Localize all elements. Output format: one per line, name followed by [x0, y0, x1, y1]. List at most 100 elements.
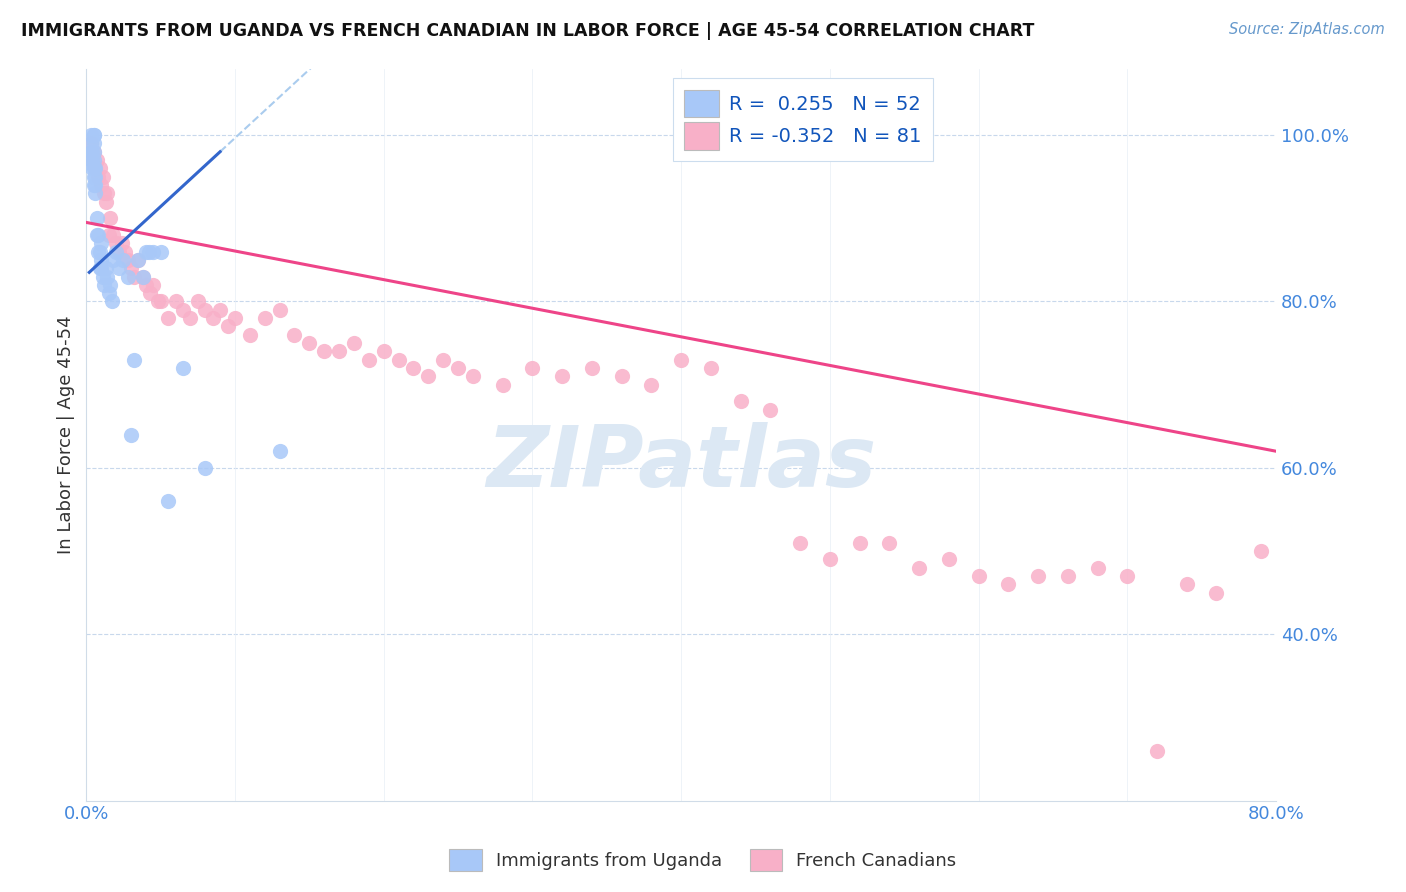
Point [149, 294, 172, 309]
Point [127, 252, 149, 267]
Point [120, 427, 142, 442]
Point [87, 169, 110, 184]
Point [522, 361, 544, 376]
Point [402, 361, 425, 376]
Point [87, 227, 110, 242]
Point [86, 211, 108, 226]
Point [83, 136, 105, 151]
Point [209, 302, 232, 317]
Point [343, 336, 366, 351]
Legend: R =  0.255   N = 52, R = -0.352   N = 81: R = 0.255 N = 52, R = -0.352 N = 81 [672, 78, 934, 161]
Point [879, 535, 901, 549]
Point [165, 294, 187, 309]
Point [581, 361, 603, 376]
Point [1250, 544, 1272, 558]
Point [86, 153, 108, 167]
Point [149, 244, 172, 259]
Point [96, 269, 118, 284]
Point [108, 244, 131, 259]
Point [492, 377, 515, 392]
Point [418, 369, 440, 384]
Point [157, 494, 180, 508]
Point [730, 394, 752, 409]
Point [105, 236, 128, 251]
Point [108, 261, 131, 276]
Point [610, 369, 633, 384]
Point [114, 244, 136, 259]
Legend: Immigrants from Uganda, French Canadians: Immigrants from Uganda, French Canadians [441, 842, 965, 879]
Point [139, 286, 162, 301]
Point [357, 352, 380, 367]
Point [138, 244, 160, 259]
Point [84, 178, 107, 192]
Point [328, 344, 350, 359]
Point [700, 361, 723, 376]
Point [135, 277, 157, 292]
Point [1056, 569, 1078, 583]
Point [93, 186, 115, 201]
Point [90, 178, 112, 192]
Point [90, 252, 112, 267]
Point [938, 552, 960, 566]
Point [789, 535, 811, 549]
Point [132, 269, 155, 284]
Point [157, 311, 180, 326]
Text: IMMIGRANTS FROM UGANDA VS FRENCH CANADIAN IN LABOR FORCE | AGE 45-54 CORRELATION: IMMIGRANTS FROM UGANDA VS FRENCH CANADIA… [21, 22, 1035, 40]
Point [908, 560, 931, 574]
Point [111, 236, 134, 251]
Point [82, 161, 104, 176]
Point [80, 153, 103, 167]
Point [239, 327, 262, 342]
Point [93, 277, 115, 292]
Point [142, 277, 165, 292]
Point [83, 145, 105, 159]
Point [117, 269, 139, 284]
Text: ZIPatlas: ZIPatlas [486, 422, 876, 506]
Point [1146, 744, 1168, 758]
Point [83, 169, 105, 184]
Point [117, 252, 139, 267]
Point [122, 352, 145, 367]
Point [848, 535, 870, 549]
Point [194, 302, 217, 317]
Point [101, 252, 124, 267]
Point [432, 352, 454, 367]
Point [669, 352, 692, 367]
Point [80, 136, 103, 151]
Point [217, 319, 239, 334]
Point [83, 178, 105, 192]
Point [194, 460, 217, 475]
Point [387, 352, 409, 367]
Point [112, 252, 135, 267]
Point [89, 261, 111, 276]
Point [146, 294, 169, 309]
Point [100, 294, 122, 309]
Point [997, 577, 1019, 591]
Point [80, 145, 103, 159]
Point [122, 269, 145, 284]
Point [91, 269, 114, 284]
Point [80, 136, 103, 151]
Point [105, 244, 128, 259]
Point [179, 311, 201, 326]
Point [314, 344, 336, 359]
Point [98, 211, 121, 226]
Point [83, 161, 105, 176]
Point [447, 361, 470, 376]
Point [84, 161, 107, 176]
Point [94, 261, 117, 276]
Point [83, 145, 105, 159]
Point [1205, 585, 1227, 599]
Point [1116, 569, 1139, 583]
Point [253, 311, 276, 326]
Point [97, 227, 120, 242]
Point [298, 336, 321, 351]
Text: Source: ZipAtlas.com: Source: ZipAtlas.com [1229, 22, 1385, 37]
Point [89, 244, 111, 259]
Point [172, 361, 194, 376]
Point [127, 252, 149, 267]
Point [97, 286, 120, 301]
Point [87, 244, 110, 259]
Point [82, 145, 104, 159]
Point [135, 244, 157, 259]
